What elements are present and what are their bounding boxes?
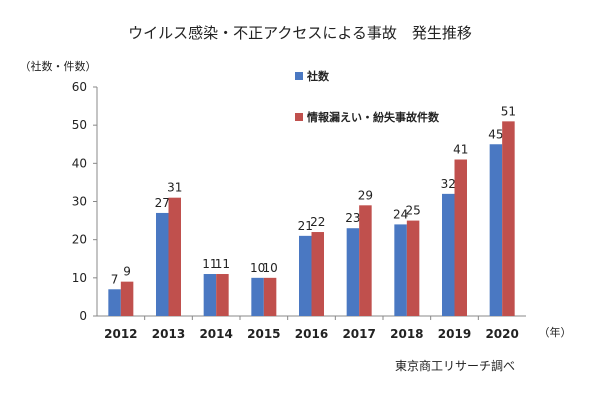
legend-swatch-incident-count bbox=[295, 113, 303, 121]
chart-title: ウイルス感染・不正アクセスによる事故 発生推移 bbox=[128, 24, 472, 42]
bar-company-count bbox=[156, 212, 169, 316]
x-tick-label: 2019 bbox=[438, 327, 471, 341]
legend-label-incident-count: 情報漏えい・紛失事故件数 bbox=[307, 110, 440, 124]
data-label: 23 bbox=[345, 211, 360, 225]
bar-company-count bbox=[108, 289, 121, 316]
data-label: 41 bbox=[453, 143, 468, 157]
y-tick-label: 40 bbox=[72, 156, 87, 170]
legend-label-company-count: 社数 bbox=[306, 69, 330, 83]
legend-swatch-company-count bbox=[295, 72, 303, 80]
bar-company-count bbox=[394, 224, 407, 316]
x-tick-label: 2014 bbox=[199, 327, 232, 341]
data-label: 27 bbox=[155, 196, 170, 210]
y-tick-label: 20 bbox=[72, 233, 87, 247]
bar-company-count bbox=[299, 235, 312, 316]
data-label: 24 bbox=[393, 207, 408, 221]
data-label: 21 bbox=[298, 219, 313, 233]
data-label: 22 bbox=[310, 215, 325, 229]
bar-company-count bbox=[442, 193, 455, 316]
bar-incident-count bbox=[216, 274, 229, 316]
data-label: 11 bbox=[215, 257, 230, 271]
axes: 0 10 20 30 40 50 60 2012 2013 2014 2015 2016 2017 201… bbox=[72, 80, 526, 341]
x-tick-label: 2017 bbox=[342, 327, 375, 341]
bar-incident-count bbox=[406, 220, 420, 316]
y-tick-label: 0 bbox=[79, 309, 87, 323]
y-tick-label: 10 bbox=[72, 271, 87, 285]
data-label: 51 bbox=[501, 104, 516, 118]
x-tick-label: 2015 bbox=[247, 327, 280, 341]
x-tick-label: 2013 bbox=[152, 327, 185, 341]
x-tick-label: 2012 bbox=[104, 327, 137, 341]
bar-company-count bbox=[489, 144, 503, 316]
data-label: 11 bbox=[202, 257, 217, 271]
data-label: 10 bbox=[262, 261, 277, 275]
data-label: 45 bbox=[488, 127, 503, 141]
data-label: 9 bbox=[123, 265, 131, 279]
bar-incident-count bbox=[502, 121, 515, 316]
data-label: 29 bbox=[358, 188, 373, 202]
y-axis-unit: （社数・件数） bbox=[20, 59, 97, 73]
bar-incident-count bbox=[263, 277, 277, 316]
data-label: 10 bbox=[250, 261, 265, 275]
y-tick-label: 60 bbox=[72, 80, 87, 94]
x-tick-label: 2020 bbox=[485, 327, 518, 341]
bar-incident-count bbox=[168, 197, 181, 316]
bar-company-count bbox=[203, 274, 217, 316]
source-note: 東京商工リサーチ調べ bbox=[395, 358, 515, 373]
data-label: 31 bbox=[167, 181, 182, 195]
data-label: 32 bbox=[441, 177, 456, 191]
x-tick-label: 2016 bbox=[295, 327, 328, 341]
data-label: 7 bbox=[111, 272, 119, 286]
bar-incident-count bbox=[359, 205, 372, 316]
bar-incident-count bbox=[454, 159, 467, 316]
bar-company-count bbox=[346, 228, 360, 316]
y-tick-label: 30 bbox=[72, 195, 87, 209]
bar-company-count bbox=[251, 277, 264, 316]
bar-incident-count bbox=[311, 232, 324, 316]
y-tick-label: 50 bbox=[72, 118, 87, 132]
data-label: 25 bbox=[405, 204, 420, 218]
x-axis-unit: （年） bbox=[539, 325, 572, 339]
x-tick-label: 2018 bbox=[390, 327, 423, 341]
legend: 社数 情報漏えい・紛失事故件数 bbox=[295, 69, 440, 124]
bar-incident-count bbox=[120, 281, 134, 316]
